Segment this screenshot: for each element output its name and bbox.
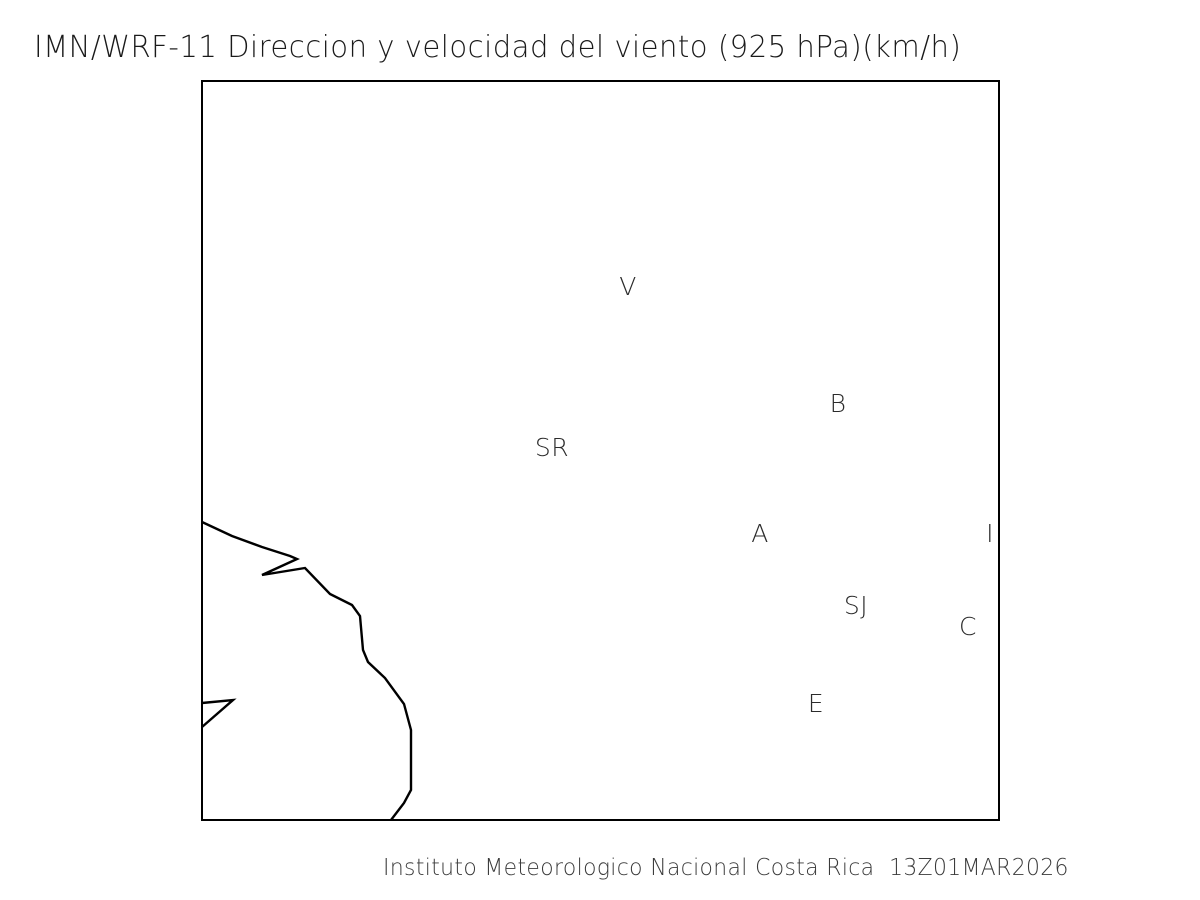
page-title: IMN/WRF-11 Direccion y velocidad del vie… [34,30,962,65]
coastline-pacific-coast-main [201,520,413,821]
station-label-layer: V B SR A I SJ C E [535,272,994,718]
station-label-B: B [830,389,847,418]
station-label-SR: SR [535,433,569,462]
station-label-A: A [751,519,769,548]
station-label-E: E [808,689,824,718]
coastline-peninsula-spike [201,698,237,728]
station-label-I: I [986,519,994,548]
station-label-SJ: SJ [844,591,868,620]
coastline-layer [201,520,413,821]
station-label-V: V [619,272,637,301]
footer-caption: Instituto Meteorologico Nacional Costa R… [383,855,1069,881]
station-label-C: C [959,612,977,641]
map-frame-border [200,79,1001,822]
